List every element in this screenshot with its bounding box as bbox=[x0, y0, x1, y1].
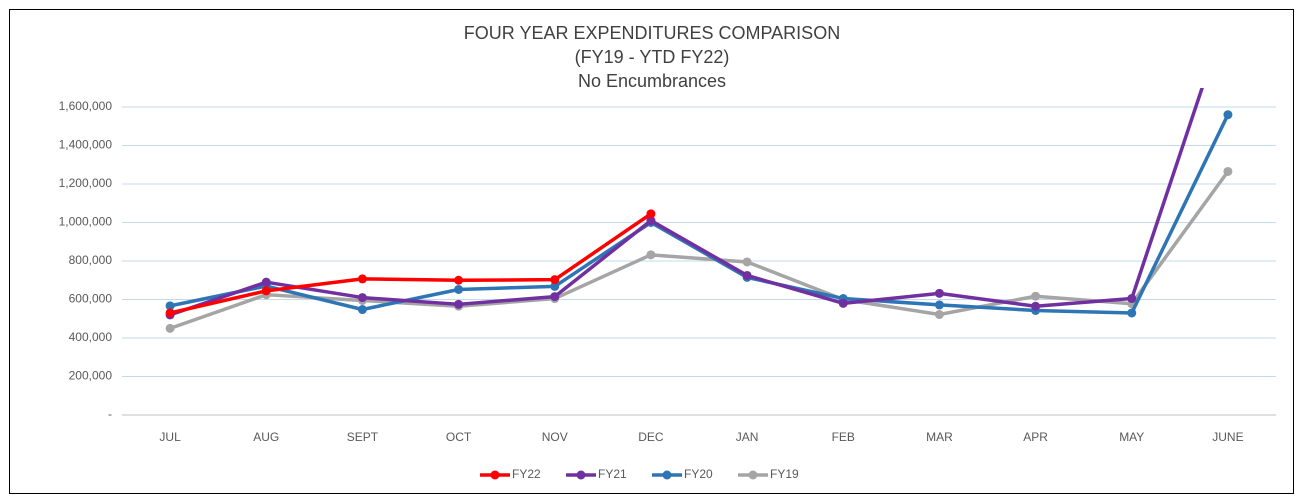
y-tick-label: 1,400,000 bbox=[59, 138, 113, 152]
y-tick-label: 400,000 bbox=[69, 330, 113, 344]
data-point bbox=[261, 286, 271, 296]
y-tick-label: 1,000,000 bbox=[59, 215, 113, 229]
data-point bbox=[646, 209, 656, 219]
y-tick-label: 800,000 bbox=[69, 253, 113, 267]
data-point bbox=[1031, 291, 1041, 301]
data-point bbox=[165, 301, 175, 311]
data-point bbox=[1127, 308, 1137, 318]
data-point bbox=[646, 216, 656, 226]
legend-marker bbox=[662, 470, 672, 480]
data-point bbox=[1127, 294, 1137, 304]
x-tick-label: FEB bbox=[832, 430, 855, 444]
data-point bbox=[454, 284, 464, 294]
legend-label: FY19 bbox=[770, 467, 799, 481]
x-tick-label: JAN bbox=[736, 430, 759, 444]
legend-label: FY21 bbox=[598, 467, 627, 481]
legend-label: FY22 bbox=[512, 467, 541, 481]
data-point bbox=[261, 277, 271, 287]
legend-label: FY20 bbox=[684, 467, 713, 481]
x-tick-label: OCT bbox=[446, 430, 472, 444]
chart-subtitle: (FY19 - YTD FY22) bbox=[575, 47, 730, 67]
legend-marker bbox=[748, 470, 758, 480]
y-tick-label: 1,200,000 bbox=[59, 176, 113, 190]
x-tick-label: NOV bbox=[542, 430, 568, 444]
x-tick-label: MAY bbox=[1119, 430, 1144, 444]
y-tick-label: 600,000 bbox=[69, 292, 113, 306]
data-point bbox=[550, 281, 560, 291]
data-point bbox=[934, 300, 944, 310]
x-tick-label: JUNE bbox=[1212, 430, 1243, 444]
data-point bbox=[357, 274, 367, 284]
chart-subtitle: No Encumbrances bbox=[578, 71, 726, 91]
data-point bbox=[1223, 166, 1233, 176]
y-tick-label: - bbox=[108, 407, 112, 421]
data-point bbox=[742, 270, 752, 280]
data-point bbox=[646, 250, 656, 260]
chart-title: FOUR YEAR EXPENDITURES COMPARISON bbox=[464, 23, 840, 43]
data-point bbox=[550, 292, 560, 302]
x-tick-label: MAR bbox=[926, 430, 953, 444]
series-line bbox=[169, 88, 1204, 317]
data-point bbox=[934, 288, 944, 298]
x-tick-label: DEC bbox=[638, 430, 664, 444]
data-point bbox=[742, 257, 752, 267]
data-point bbox=[550, 275, 560, 285]
series-line bbox=[169, 212, 652, 315]
legend-marker bbox=[490, 470, 500, 480]
data-point bbox=[454, 275, 464, 285]
data-point bbox=[934, 310, 944, 320]
data-point bbox=[357, 305, 367, 315]
data-point bbox=[165, 323, 175, 333]
y-tick-label: 1,600,000 bbox=[59, 99, 113, 113]
x-tick-label: SEPT bbox=[347, 430, 379, 444]
data-point bbox=[1031, 301, 1041, 311]
x-tick-label: JUL bbox=[159, 430, 181, 444]
data-point bbox=[165, 308, 175, 318]
series-line bbox=[169, 170, 1230, 331]
data-point bbox=[1223, 110, 1233, 120]
x-tick-label: AUG bbox=[253, 430, 279, 444]
y-tick-label: 200,000 bbox=[69, 369, 113, 383]
data-point bbox=[454, 299, 464, 309]
data-point bbox=[357, 293, 367, 303]
x-tick-label: APR bbox=[1023, 430, 1048, 444]
legend-marker bbox=[576, 470, 586, 480]
data-point bbox=[838, 298, 848, 308]
